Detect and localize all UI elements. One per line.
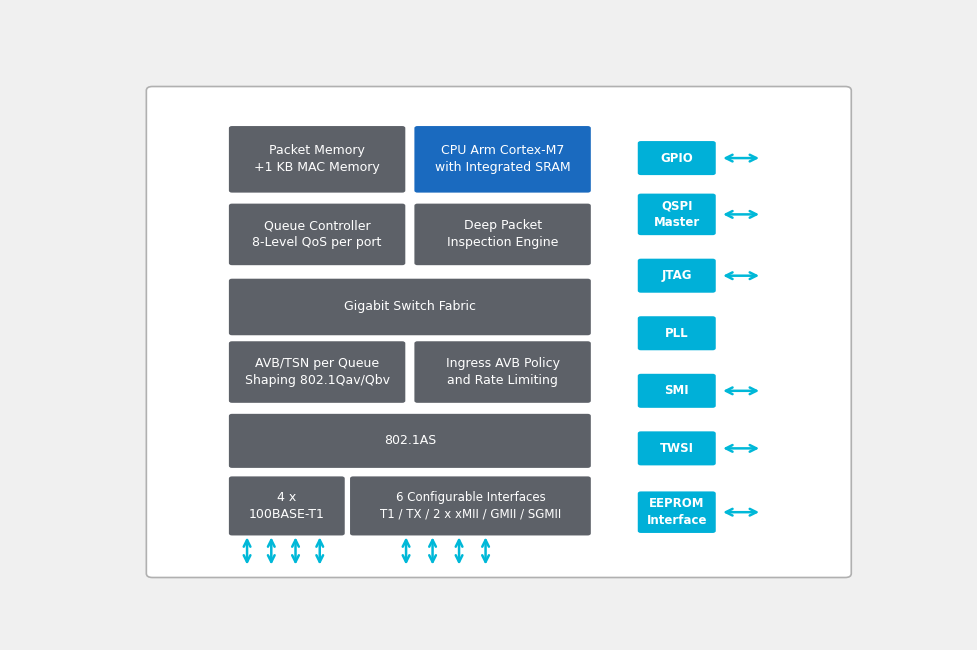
Text: QSPI
Master: QSPI Master	[654, 200, 700, 229]
FancyBboxPatch shape	[229, 476, 345, 536]
FancyBboxPatch shape	[229, 414, 591, 468]
Text: Deep Packet
Inspection Engine: Deep Packet Inspection Engine	[446, 220, 558, 250]
Text: PLL: PLL	[665, 327, 689, 340]
Text: AVB/TSN per Queue
Shaping 802.1Qav/Qbv: AVB/TSN per Queue Shaping 802.1Qav/Qbv	[244, 357, 390, 387]
FancyBboxPatch shape	[414, 126, 591, 192]
Text: CPU Arm Cortex-M7
with Integrated SRAM: CPU Arm Cortex-M7 with Integrated SRAM	[435, 144, 571, 174]
Text: Queue Controller
8-Level QoS per port: Queue Controller 8-Level QoS per port	[252, 220, 382, 250]
Text: Ingress AVB Policy
and Rate Limiting: Ingress AVB Policy and Rate Limiting	[446, 357, 560, 387]
Text: EEPROM
Interface: EEPROM Interface	[647, 497, 707, 527]
Text: TWSI: TWSI	[659, 442, 694, 455]
FancyBboxPatch shape	[414, 341, 591, 403]
Text: GPIO: GPIO	[660, 151, 693, 164]
FancyBboxPatch shape	[414, 203, 591, 265]
FancyBboxPatch shape	[638, 317, 716, 350]
FancyBboxPatch shape	[229, 203, 405, 265]
FancyBboxPatch shape	[638, 432, 716, 465]
Text: 802.1AS: 802.1AS	[384, 434, 436, 447]
Text: JTAG: JTAG	[661, 269, 692, 282]
FancyBboxPatch shape	[638, 491, 716, 533]
FancyBboxPatch shape	[147, 86, 851, 577]
FancyBboxPatch shape	[638, 141, 716, 175]
Text: Packet Memory
+1 KB MAC Memory: Packet Memory +1 KB MAC Memory	[254, 144, 380, 174]
Text: Gigabit Switch Fabric: Gigabit Switch Fabric	[344, 300, 476, 313]
FancyBboxPatch shape	[229, 126, 405, 192]
Text: SMI: SMI	[664, 384, 689, 397]
Text: 4 x
100BASE-T1: 4 x 100BASE-T1	[249, 491, 324, 521]
Text: 6 Configurable Interfaces
T1 / TX / 2 x xMII / GMII / SGMII: 6 Configurable Interfaces T1 / TX / 2 x …	[380, 491, 561, 521]
FancyBboxPatch shape	[638, 259, 716, 292]
FancyBboxPatch shape	[350, 476, 591, 536]
FancyBboxPatch shape	[229, 341, 405, 403]
FancyBboxPatch shape	[638, 194, 716, 235]
FancyBboxPatch shape	[229, 279, 591, 335]
FancyBboxPatch shape	[638, 374, 716, 408]
